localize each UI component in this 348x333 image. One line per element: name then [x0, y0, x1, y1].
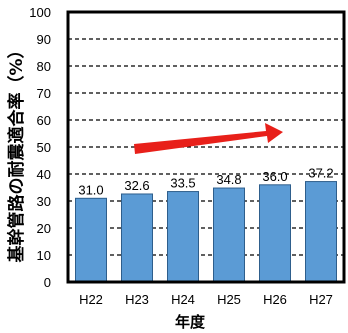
bars — [75, 181, 337, 283]
y-tick-0: 0 — [44, 275, 51, 290]
x-tick-H22: H22 — [79, 292, 103, 307]
x-tick-H24: H24 — [171, 292, 195, 307]
y-tick-labels: 0 10 20 30 40 50 60 70 80 90 100 — [29, 5, 51, 290]
x-tick-H23: H23 — [125, 292, 149, 307]
y-tick-30: 30 — [37, 194, 51, 209]
data-label-H22: 31.0 — [78, 182, 103, 197]
bar-H26 — [259, 184, 291, 283]
data-label-H25: 34.8 — [216, 172, 241, 187]
bar-H25 — [213, 187, 245, 283]
y-tick-100: 100 — [29, 5, 51, 20]
y-tick-20: 20 — [37, 221, 51, 236]
y-tick-90: 90 — [37, 32, 51, 47]
data-label-H26: 36.0 — [262, 169, 287, 184]
bar-H23 — [121, 193, 153, 283]
y-tick-10: 10 — [37, 248, 51, 263]
y-tick-70: 70 — [37, 86, 51, 101]
x-tick-H25: H25 — [217, 292, 241, 307]
bar-H27 — [305, 181, 337, 283]
y-tick-60: 60 — [37, 113, 51, 128]
x-tick-labels: H22 H23 H24 H25 H26 H27 — [79, 292, 333, 307]
plot-frame — [66, 10, 346, 284]
bar-H24 — [167, 191, 199, 283]
bar-H22 — [75, 197, 107, 283]
data-label-H23: 32.6 — [124, 178, 149, 193]
grid-lines — [68, 38, 344, 256]
y-axis-label: 基幹管路の耐震適合率（%） — [6, 41, 27, 263]
y-tick-50: 50 — [37, 140, 51, 155]
arrow-shape — [134, 123, 283, 154]
x-tick-H27: H27 — [309, 292, 333, 307]
y-tick-40: 40 — [37, 167, 51, 182]
x-tick-H26: H26 — [263, 292, 287, 307]
data-labels: 31.0 32.6 33.5 34.8 36.0 37.2 — [78, 166, 333, 198]
x-axis-label: 年度 — [175, 313, 206, 331]
data-label-H24: 33.5 — [170, 176, 195, 191]
y-tick-80: 80 — [37, 59, 51, 74]
trend-arrow — [134, 123, 283, 154]
data-label-H27: 37.2 — [308, 166, 333, 181]
